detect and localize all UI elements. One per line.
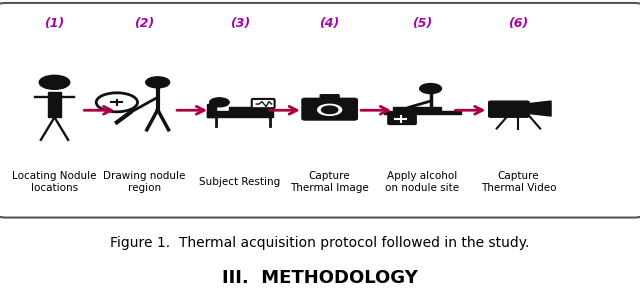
Bar — [392, 106, 442, 110]
Circle shape — [209, 98, 229, 107]
Text: Capture
Thermal Video: Capture Thermal Video — [481, 171, 556, 193]
Bar — [229, 106, 270, 111]
Text: III.  METHODOLOGY: III. METHODOLOGY — [222, 269, 418, 287]
FancyBboxPatch shape — [252, 99, 275, 108]
Circle shape — [96, 93, 138, 112]
FancyBboxPatch shape — [489, 101, 529, 117]
FancyBboxPatch shape — [0, 3, 640, 218]
Text: (4): (4) — [319, 17, 340, 30]
FancyBboxPatch shape — [302, 98, 357, 120]
Circle shape — [39, 75, 70, 89]
Text: (5): (5) — [412, 17, 433, 30]
Bar — [207, 111, 273, 117]
Bar — [207, 103, 216, 117]
Text: (3): (3) — [230, 17, 250, 30]
Text: Figure 1.  Thermal acquisition protocol followed in the study.: Figure 1. Thermal acquisition protocol f… — [110, 235, 530, 250]
Circle shape — [420, 83, 442, 93]
Circle shape — [146, 77, 170, 88]
Bar — [385, 111, 461, 113]
Text: Subject Resting: Subject Resting — [200, 177, 281, 187]
Bar — [48, 92, 61, 117]
Text: Locating Nodule
locations: Locating Nodule locations — [12, 171, 97, 193]
Text: Apply alcohol
on nodule site: Apply alcohol on nodule site — [385, 171, 460, 193]
Circle shape — [317, 104, 342, 115]
Polygon shape — [529, 101, 551, 116]
Text: (1): (1) — [44, 17, 65, 30]
FancyBboxPatch shape — [388, 113, 416, 124]
Circle shape — [321, 106, 338, 113]
Text: (6): (6) — [508, 17, 529, 30]
Text: Capture
Thermal Image: Capture Thermal Image — [291, 171, 369, 193]
Text: Drawing nodule
region: Drawing nodule region — [103, 171, 185, 193]
Text: (2): (2) — [134, 17, 154, 30]
FancyBboxPatch shape — [320, 95, 339, 101]
